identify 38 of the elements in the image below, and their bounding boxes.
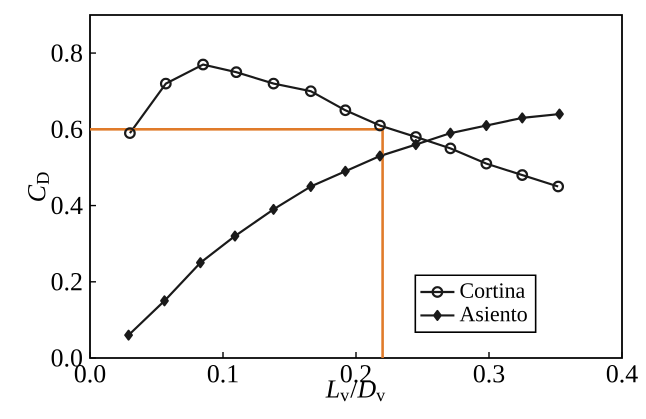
point: [304, 85, 317, 98]
legend-label: Cortina: [460, 283, 525, 298]
point: [555, 108, 564, 120]
point: [518, 112, 527, 124]
point: [482, 120, 491, 131]
point: [230, 230, 240, 242]
y-tick-label: 0.0: [52, 349, 82, 367]
point: [124, 330, 133, 341]
x-tick-label: 0.3: [474, 365, 504, 383]
point: [444, 142, 456, 154]
legend-label: Asiento: [460, 306, 527, 322]
point: [160, 78, 172, 90]
point: [197, 58, 209, 70]
point: [411, 139, 420, 150]
point: [268, 78, 280, 90]
point: [516, 169, 528, 181]
point: [410, 131, 422, 143]
y-tick-label: 0.2: [52, 272, 82, 291]
point: [480, 158, 492, 170]
point: [374, 120, 386, 132]
point: [340, 166, 350, 177]
point: [230, 66, 242, 78]
x-tick-label: 0.0: [74, 365, 106, 383]
y-axis-title: C$_{D}$: [28, 172, 49, 201]
point: [446, 128, 455, 139]
point: [552, 180, 564, 192]
point: [339, 104, 352, 116]
y-tick-label: 0.4: [52, 196, 83, 214]
y-tick-label: 0.8: [52, 44, 82, 62]
y-tick-label: 0.6: [52, 120, 82, 138]
point: [269, 204, 278, 215]
point: [376, 150, 384, 162]
point: [124, 127, 136, 140]
point: [160, 295, 169, 306]
x-tick-label: 0.1: [208, 365, 238, 383]
point: [196, 257, 205, 268]
point: [306, 181, 316, 192]
x-tick-label: 0.4: [606, 365, 638, 383]
